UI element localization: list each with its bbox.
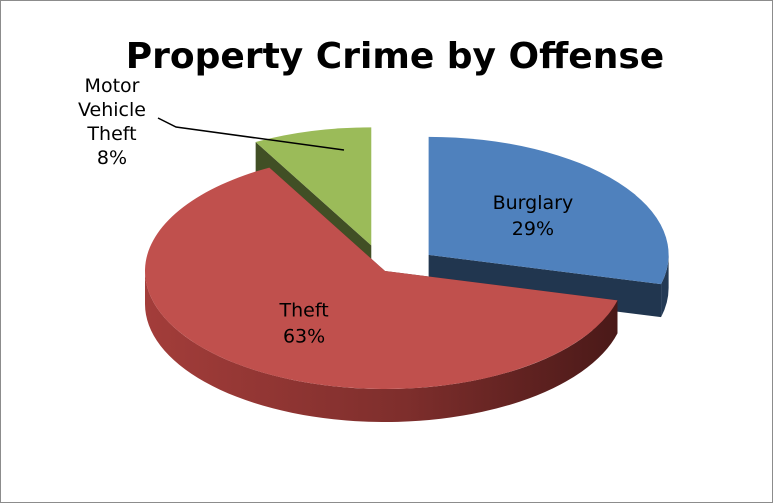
slice-label-line: Vehicle: [78, 99, 146, 121]
slice-value-label: 8%: [97, 147, 127, 169]
slice-value-label: 63%: [283, 325, 325, 347]
slice-value-label: 29%: [512, 218, 554, 240]
slice-label-line: Motor: [85, 75, 140, 97]
slice-label-line: Theft: [86, 123, 136, 145]
chart-title: Property Crime by Offense: [126, 36, 664, 77]
slice-label: Burglary: [493, 192, 574, 214]
slice-label: Theft: [279, 299, 329, 321]
